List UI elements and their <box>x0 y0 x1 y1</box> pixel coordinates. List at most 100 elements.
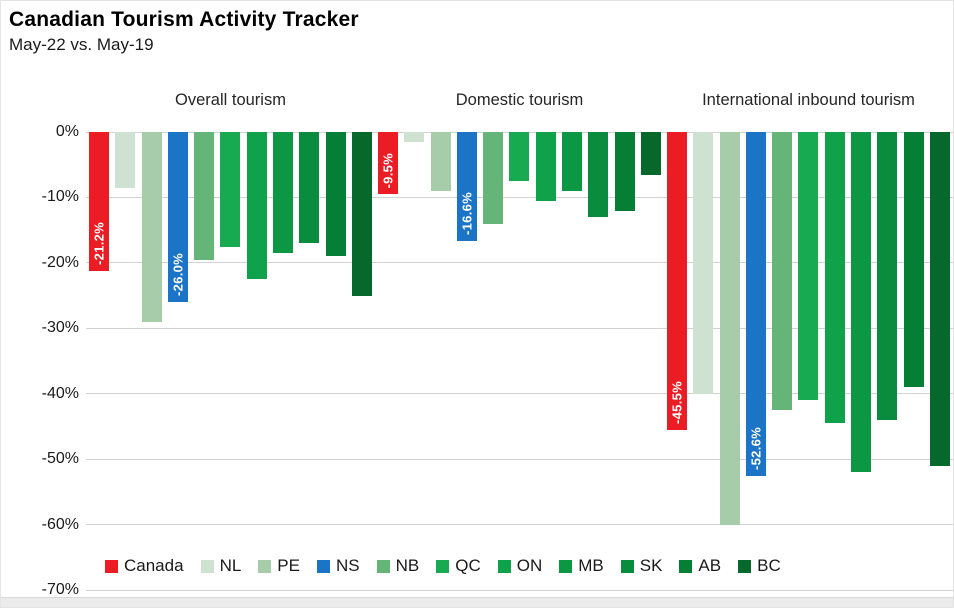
group-headers: Overall tourism Domestic tourism Interna… <box>86 57 953 115</box>
chart-subtitle: May-22 vs. May-19 <box>9 35 154 54</box>
legend-item-nb: NB <box>376 556 420 576</box>
legend-item-mb: MB <box>559 556 604 576</box>
gridline <box>86 524 953 526</box>
gridline <box>86 262 953 264</box>
y-axis-tick-label: -30% <box>41 319 79 337</box>
legend-item-bc: BC <box>738 556 781 576</box>
legend-swatch <box>679 559 693 573</box>
bar-nl <box>404 132 425 142</box>
y-axis-tick-label: -40% <box>41 384 79 402</box>
bar-qc <box>798 132 819 401</box>
legend-label: NL <box>219 556 242 575</box>
legend-item-ab: AB <box>679 556 721 576</box>
bar-canada: -45.5% <box>667 132 687 430</box>
bar-data-label: -45.5% <box>669 380 685 424</box>
bar-pe <box>719 132 740 525</box>
bar-ab <box>325 132 346 257</box>
y-axis-tick-label: -10% <box>41 188 79 206</box>
legend: Canada NL PE NS NB QC ON MB SK AB BC <box>105 554 781 578</box>
legend-item-ns: NS <box>316 556 360 576</box>
gridline <box>86 327 953 329</box>
legend-swatch <box>497 559 511 573</box>
bar-sk <box>877 132 898 420</box>
bar-data-label: -52.6% <box>748 427 764 471</box>
legend-label: NB <box>395 556 420 575</box>
bar-groups: -21.2% -26.0% -9.5% -16.6% -45.5% -52.6% <box>86 132 953 590</box>
bar-nb <box>772 132 793 411</box>
bar-bc <box>351 132 372 296</box>
legend-swatch <box>258 559 272 573</box>
legend-item-pe: PE <box>258 556 300 576</box>
legend-item-qc: QC <box>436 556 481 576</box>
legend-swatch <box>376 559 390 573</box>
bar-on <box>535 132 556 201</box>
bar-group-1: -21.2% -26.0% <box>86 132 375 590</box>
plot-area: -21.2% -26.0% -9.5% -16.6% -45.5% -52.6% <box>86 131 953 591</box>
bar-mb <box>851 132 872 473</box>
bar-nb <box>194 132 215 260</box>
bar-ab <box>614 132 635 211</box>
legend-label: NS <box>335 556 360 575</box>
bar-on <box>824 132 845 424</box>
bar-data-label: -26.0% <box>170 253 186 297</box>
bar-group-2: -9.5% -16.6% <box>375 132 664 590</box>
bar-pe <box>141 132 162 322</box>
legend-swatch <box>200 559 214 573</box>
bar-nb <box>483 132 504 224</box>
gridline <box>86 589 953 591</box>
bar-pe <box>430 132 451 191</box>
bar-canada: -21.2% <box>89 132 109 271</box>
legend-swatch <box>559 559 573 573</box>
legend-label: MB <box>578 556 604 575</box>
bar-nl <box>693 132 714 394</box>
bar-bc <box>929 132 950 466</box>
bar-sk <box>588 132 609 218</box>
legend-swatch <box>620 559 634 573</box>
window-bottom-strip <box>1 597 953 607</box>
legend-label: PE <box>277 556 300 575</box>
bar-sk <box>299 132 320 244</box>
y-axis-tick-label: -60% <box>41 515 79 533</box>
legend-swatch <box>436 559 450 573</box>
bar-nl <box>115 132 136 188</box>
bar-mb <box>562 132 583 191</box>
legend-item-sk: SK <box>620 556 663 576</box>
bar-data-label: -9.5% <box>380 152 396 189</box>
bar-on <box>246 132 267 280</box>
group-label-domestic: Domestic tourism <box>455 91 584 109</box>
bar-ab <box>903 132 924 388</box>
chart-title: Canadian Tourism Activity Tracker <box>9 8 359 31</box>
y-axis-tick-label: -50% <box>41 450 79 468</box>
legend-label: BC <box>757 556 781 575</box>
gridline <box>86 458 953 460</box>
bar-group-3: -45.5% -52.6% <box>664 132 953 590</box>
bar-mb <box>273 132 294 254</box>
gridline <box>86 393 953 395</box>
legend-swatch <box>738 559 752 573</box>
legend-item-canada: Canada <box>105 556 184 576</box>
legend-item-on: ON <box>497 556 543 576</box>
legend-label: AB <box>698 556 722 575</box>
legend-swatch <box>316 559 330 573</box>
y-axis-tick-label: 0% <box>55 123 79 140</box>
y-axis-tick-label: -70% <box>41 581 79 598</box>
bar-ns: -16.6% <box>456 132 477 241</box>
group-label-overall: Overall tourism <box>175 91 286 109</box>
bar-bc <box>640 132 661 175</box>
bar-qc <box>509 132 530 182</box>
legend-item-nl: NL <box>200 556 242 576</box>
bar-ns: -26.0% <box>167 132 188 303</box>
legend-label: QC <box>455 556 481 575</box>
y-axis-tick-label: -20% <box>41 253 79 271</box>
legend-label: SK <box>639 556 663 575</box>
group-label-international: International inbound tourism <box>702 91 915 109</box>
bar-data-label: -21.2% <box>91 221 107 265</box>
gridline <box>86 196 953 198</box>
bar-qc <box>220 132 241 247</box>
bar-canada: -9.5% <box>378 132 398 195</box>
legend-label: Canada <box>124 556 184 575</box>
legend-swatch <box>105 559 118 573</box>
bar-data-label: -16.6% <box>459 191 475 235</box>
legend-label: ON <box>516 556 543 575</box>
